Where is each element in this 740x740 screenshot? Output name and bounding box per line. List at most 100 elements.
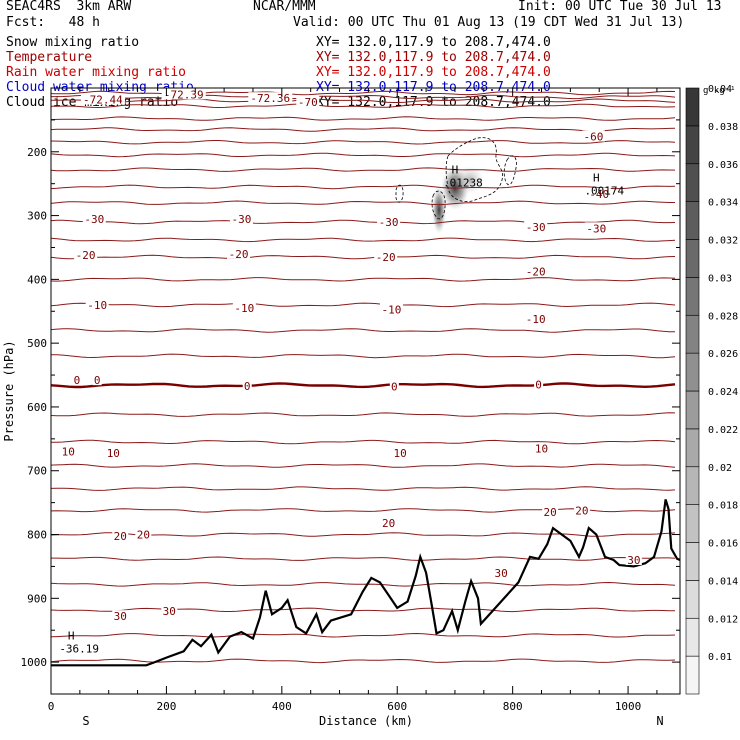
temperature-label: -72.36 <box>250 92 290 105</box>
temperature-label: -72.39 <box>164 88 204 101</box>
x-tick-label: 800 <box>503 700 523 713</box>
colorbar-level-label: 0.022 <box>708 425 738 436</box>
temperature-label-bg <box>92 374 102 386</box>
snow-contour-stem <box>431 190 446 220</box>
snow-contour-west <box>395 184 404 203</box>
temperature-label-bg <box>379 303 403 315</box>
temperature-label-bg <box>389 380 399 392</box>
temperature-contours <box>51 90 676 664</box>
temperature-label-bg <box>72 374 82 386</box>
temperature-label: -30 <box>231 213 251 226</box>
isotherm-line <box>51 439 676 445</box>
header-init: Init: 00 UTC Tue 30 Jul 13 <box>518 0 722 14</box>
y-tick-label: 900 <box>27 592 47 605</box>
isotherm-line <box>51 152 676 158</box>
temperature-label: 30 <box>627 554 640 567</box>
isotherm-line <box>51 328 676 333</box>
isotherm-line <box>51 508 676 513</box>
extrema-labels: H-36.19H.01238 H.00174 <box>59 164 624 656</box>
field-temperature-name: Temperature <box>6 50 93 65</box>
temperature-label-bg <box>625 554 642 566</box>
temperature-label-bg <box>534 378 544 390</box>
isotherm-line <box>51 353 676 359</box>
isotherm-line <box>51 167 676 172</box>
y-tick-label: 700 <box>27 465 47 478</box>
colorbar-level-label: 0.03 <box>708 273 732 284</box>
temperature-label: 10 <box>62 446 75 459</box>
temperature-label-bg <box>161 88 206 100</box>
temperature-label-bg <box>392 446 409 458</box>
temperature-label-bg <box>242 379 252 391</box>
temperature-label: 0 <box>74 374 81 387</box>
x-end-label-south: S <box>82 714 89 728</box>
colorbar: 0.01 0.012 0.014 0.016 0.018 0.02 0.022 0.024 0.… <box>685 84 738 695</box>
colorbar-swatch <box>685 87 700 127</box>
isotherm-line <box>51 556 676 561</box>
temperature-label-bg <box>587 187 611 199</box>
header-forecast: Fcst: 48 h <box>6 15 100 30</box>
temperature-label-bg <box>74 249 98 261</box>
isotherm-line <box>51 200 675 206</box>
colorbar-swatch <box>685 504 700 543</box>
temperature-label-bg <box>112 610 129 622</box>
y-axis-label: Pressure (hPa) <box>2 340 16 441</box>
colorbar-swatch <box>685 542 700 581</box>
isotherm-line <box>51 532 676 537</box>
colorbar-swatch <box>685 239 700 278</box>
colorbar-level-label: 0.036 <box>708 160 738 171</box>
temperature-label: 10 <box>107 447 120 460</box>
temperature-label: 10 <box>393 447 406 460</box>
colorbar-level-label: 0.018 <box>708 501 738 512</box>
isotherm-line <box>51 658 676 664</box>
temperature-label-bg <box>380 517 397 529</box>
isotherm-line <box>51 90 676 96</box>
isotherm-line <box>51 412 676 417</box>
temperature-label-bg <box>584 222 608 234</box>
colorbar-swatch <box>685 314 700 354</box>
field-rain-name: Rain water mixing ratio <box>6 65 187 80</box>
colorbar-level-label: 0.038 <box>708 122 738 133</box>
y-tick-label: 800 <box>27 529 47 542</box>
isotherm-line <box>51 237 676 243</box>
isotherm-line <box>51 103 676 109</box>
plot-layer: -72.39 -72.36 -72.44 -70 -60 -40 -30 -30 -30 -30 -… <box>51 88 680 667</box>
colorbar-level-label: 0.024 <box>708 387 738 398</box>
temperature-label: -20 <box>526 266 546 279</box>
temperature-label-bg <box>533 442 550 454</box>
x-tick-label: 1000 <box>615 700 642 713</box>
temperature-label: 20 <box>137 529 150 542</box>
isotherm-line <box>51 98 676 104</box>
temperature-labels: -72.39 -72.36 -72.44 -70 -60 -40 -30 -30 -30 -30 -… <box>60 88 642 623</box>
x-tick-label: 0 <box>48 700 55 713</box>
temperature-label-bg <box>135 528 152 540</box>
terrain-line <box>51 499 680 667</box>
x-tick-label: 400 <box>272 700 292 713</box>
y-tick-label: 400 <box>27 273 47 286</box>
temperature-label-bg <box>161 605 178 617</box>
snow-contour-main <box>445 137 503 203</box>
temperature-label-bg <box>80 93 125 105</box>
temperature-label: 0 <box>535 379 542 392</box>
temperature-label: -30 <box>379 216 399 229</box>
temperature-label-bg <box>85 298 109 310</box>
temperature-label: 30 <box>163 605 176 618</box>
y-tick-label: 300 <box>27 210 47 223</box>
temperature-label: 0 <box>94 374 101 387</box>
colorbar-level-label: 0.032 <box>708 236 738 247</box>
temperature-label: -72.44 <box>83 93 123 106</box>
colorbar-level-label: 0.04 <box>708 84 732 95</box>
temperature-label: 0 <box>391 381 398 394</box>
temperature-label-bg <box>227 247 251 259</box>
temperature-label-bg <box>112 529 129 541</box>
colorbar-swatch <box>685 277 700 316</box>
isotherm-line <box>51 219 676 225</box>
isotherm-line <box>51 254 676 260</box>
temperature-label-bg <box>524 265 548 277</box>
isotherm-line <box>51 382 676 389</box>
isotherm-line <box>51 116 676 121</box>
temperature-label-bg <box>232 302 256 314</box>
temperature-label: 10 <box>535 442 548 455</box>
extrema-marker: H <box>68 629 75 642</box>
isotherm-line <box>51 463 676 468</box>
colorbar-level-label: 0.028 <box>708 311 738 322</box>
